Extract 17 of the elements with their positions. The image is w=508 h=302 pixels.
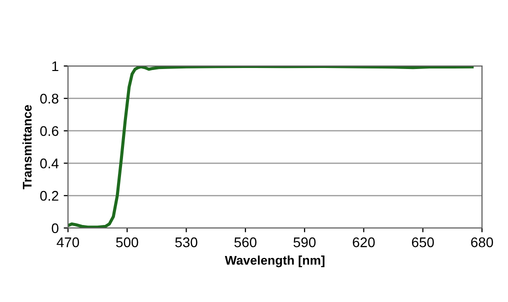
x-tick-label: 590 (294, 237, 316, 248)
line-series (68, 66, 474, 228)
x-axis-title: Wavelength [nm] (224, 256, 324, 268)
x-tick-label: 470 (56, 237, 80, 248)
y-tick-label: 0 (52, 223, 58, 234)
x-tick-label: 620 (352, 237, 375, 248)
x-tick-label: 680 (471, 237, 494, 248)
y-tick-label: 0.4 (40, 158, 59, 168)
x-tick-label: 650 (412, 237, 434, 248)
x-tick-label: 500 (116, 237, 138, 248)
x-tick-label: 530 (175, 237, 198, 248)
y-tick-label: 0.6 (40, 126, 58, 136)
y-tick-label: 1 (52, 61, 58, 72)
y-tick-label: 0.8 (40, 94, 58, 104)
y-tick-label: 0.2 (40, 190, 58, 201)
x-tick-label: 560 (234, 237, 256, 248)
y-axis-title: Transmittance (22, 105, 32, 190)
